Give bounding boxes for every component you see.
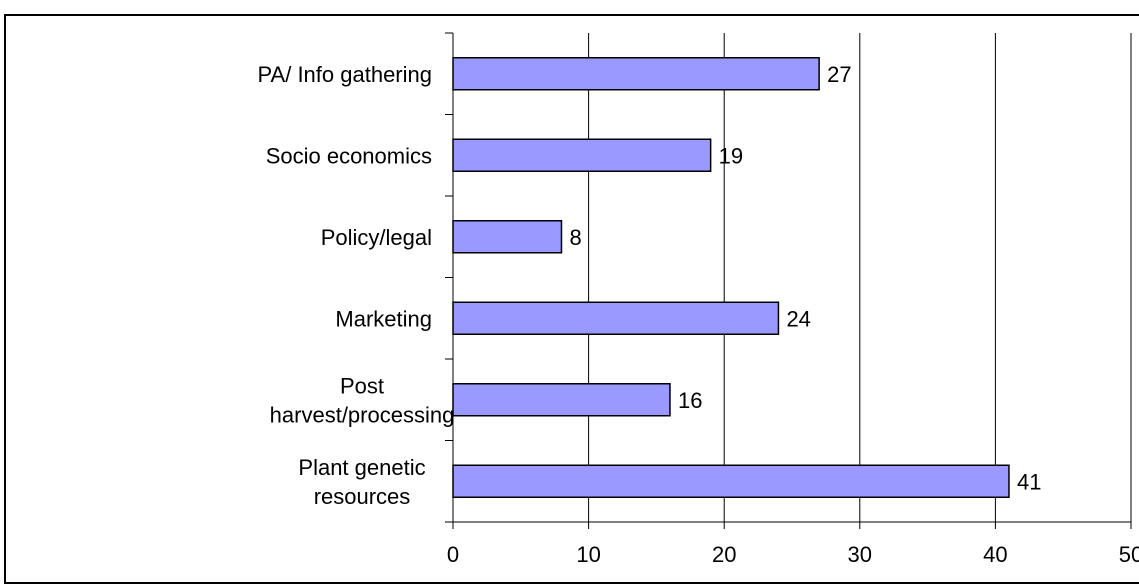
bar — [452, 220, 563, 254]
category-label: Plant genetic resources — [298, 455, 425, 509]
category-label: Socio economics — [266, 143, 432, 168]
data-label: 8 — [569, 225, 581, 250]
data-label: 24 — [786, 306, 810, 331]
x-tick-label: 50 — [1119, 542, 1139, 567]
bar — [452, 464, 1010, 498]
category-label: Post harvest/processing — [270, 373, 455, 427]
category-label: PA/ Info gathering — [258, 62, 433, 87]
x-tick-label: 20 — [712, 542, 736, 567]
bar — [452, 383, 671, 417]
data-label: 27 — [827, 62, 851, 87]
category-label: Marketing — [335, 306, 432, 331]
data-label: 19 — [719, 143, 743, 168]
bar — [452, 301, 780, 335]
data-label: 41 — [1017, 469, 1041, 494]
data-label: 16 — [678, 388, 702, 413]
x-tick-label: 30 — [848, 542, 872, 567]
x-tick-label: 40 — [983, 542, 1007, 567]
x-tick-label: 0 — [447, 542, 459, 567]
bar — [452, 138, 712, 172]
x-tick-label: 10 — [576, 542, 600, 567]
category-label: Policy/legal — [321, 225, 432, 250]
bar — [452, 57, 820, 91]
